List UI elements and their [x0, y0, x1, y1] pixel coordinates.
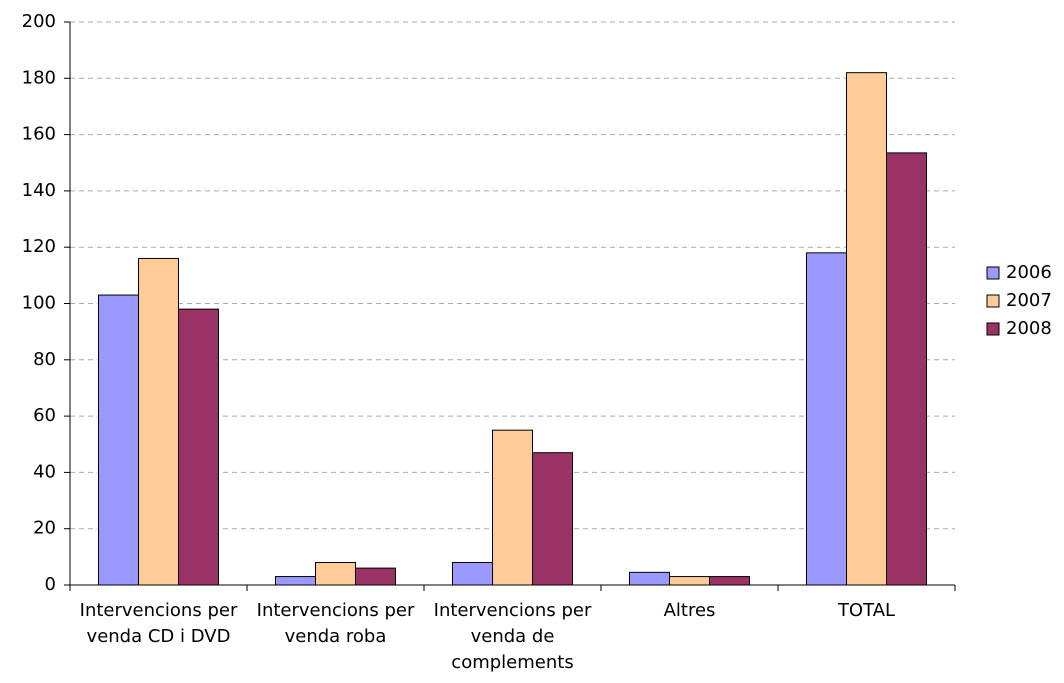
- y-tick-label: 140: [22, 180, 56, 201]
- bar: [98, 294, 139, 586]
- legend-label: 2006: [1006, 262, 1052, 283]
- bar: [355, 567, 396, 586]
- bar: [886, 152, 927, 586]
- bar: [178, 308, 219, 586]
- bar: [806, 252, 847, 586]
- bar: [532, 452, 573, 586]
- y-tick-label: 40: [33, 461, 56, 482]
- bar: [275, 576, 316, 586]
- y-tick-label: 200: [22, 11, 56, 32]
- y-tick-label: 120: [22, 236, 56, 257]
- y-tick-label: 160: [22, 124, 56, 145]
- x-tick-label: Intervencions per venda roba: [256, 600, 415, 647]
- legend-swatch: [986, 322, 1000, 336]
- x-tick-label: Intervencions per venda CD i DVD: [79, 600, 238, 647]
- y-tick-label: 100: [22, 293, 56, 314]
- y-tick-label: 20: [33, 518, 56, 539]
- y-tick-label: 60: [33, 405, 56, 426]
- x-tick-label: Intervencions per venda de complements: [433, 600, 592, 673]
- y-tick-label: 80: [33, 349, 56, 370]
- bar: [669, 576, 710, 586]
- bar: [629, 571, 670, 586]
- legend-label: 2008: [1006, 318, 1052, 339]
- x-tick-label: TOTAL: [837, 600, 896, 621]
- y-tick-label: 0: [45, 574, 56, 595]
- bar: [452, 561, 493, 586]
- y-tick-label: 180: [22, 67, 56, 88]
- bar: [709, 576, 750, 586]
- bar: [846, 72, 887, 586]
- bar: [315, 561, 356, 586]
- x-tick-label: Altres: [663, 600, 716, 621]
- bar: [138, 257, 179, 586]
- legend-label: 2007: [1006, 290, 1052, 311]
- legend-swatch: [986, 294, 1000, 308]
- bar: [492, 429, 533, 586]
- legend-swatch: [986, 266, 1000, 280]
